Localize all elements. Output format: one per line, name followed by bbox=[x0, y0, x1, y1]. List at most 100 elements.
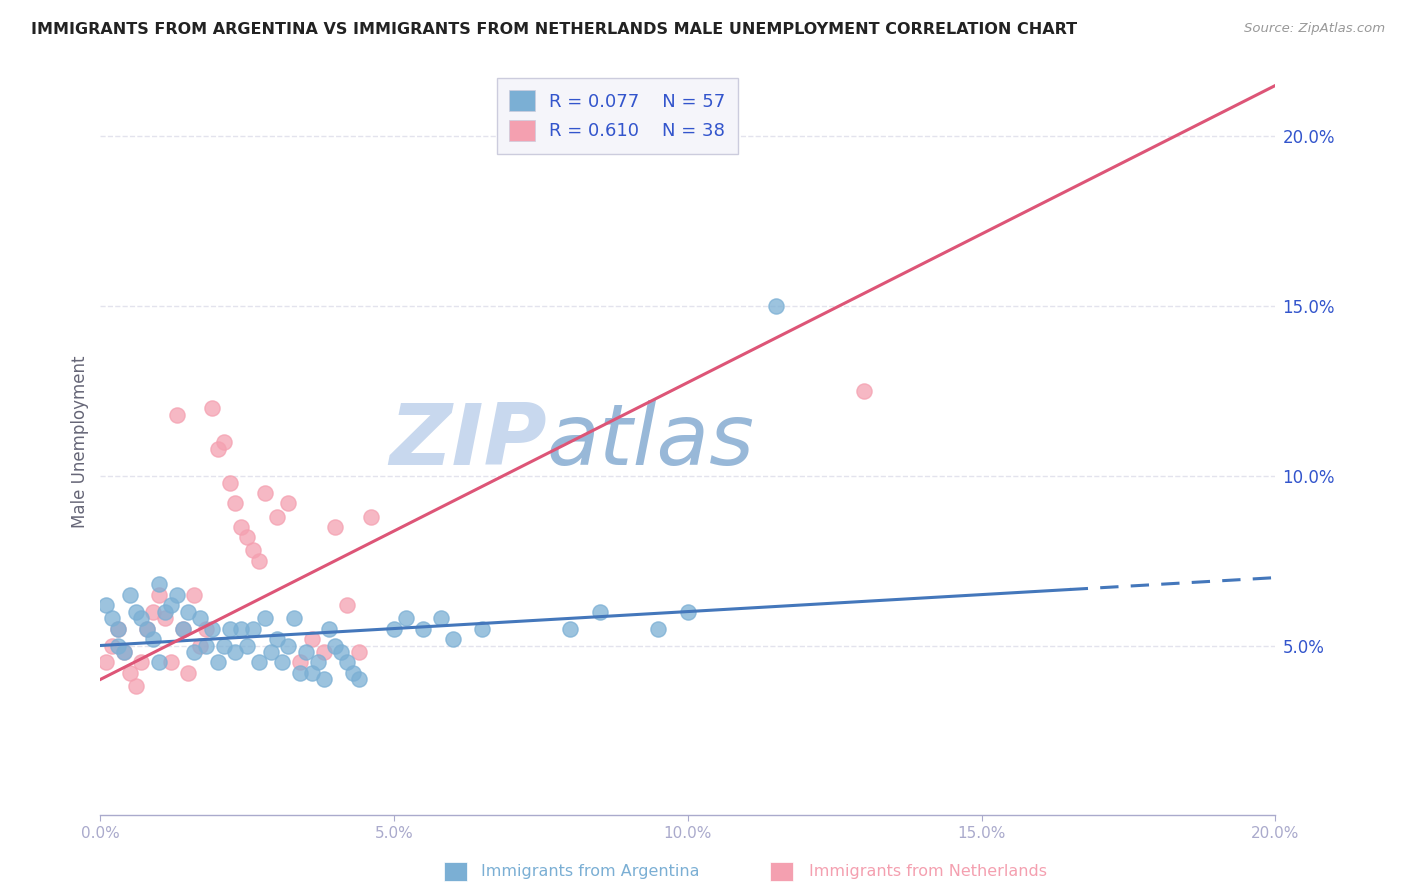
Point bbox=[325, 639, 347, 653]
Text: ZIP: ZIP bbox=[389, 401, 547, 483]
Point bbox=[253, 485, 276, 500]
Point bbox=[107, 622, 129, 636]
Text: atlas: atlas bbox=[547, 401, 755, 483]
Point bbox=[336, 598, 359, 612]
Point bbox=[124, 605, 146, 619]
Point bbox=[148, 588, 170, 602]
Point bbox=[676, 605, 699, 619]
Point bbox=[195, 639, 218, 653]
Point bbox=[172, 622, 194, 636]
Point bbox=[312, 673, 335, 687]
Point bbox=[347, 645, 370, 659]
Point bbox=[647, 622, 669, 636]
Point bbox=[247, 656, 270, 670]
Point bbox=[188, 639, 211, 653]
Point bbox=[136, 622, 159, 636]
Point bbox=[118, 588, 141, 602]
Point bbox=[148, 577, 170, 591]
Point bbox=[177, 605, 200, 619]
Point bbox=[148, 656, 170, 670]
Point bbox=[218, 622, 240, 636]
Point bbox=[183, 645, 205, 659]
Point bbox=[201, 622, 224, 636]
Point bbox=[136, 622, 159, 636]
Text: Immigrants from Argentina: Immigrants from Argentina bbox=[481, 863, 700, 879]
Point bbox=[236, 639, 259, 653]
Point bbox=[560, 622, 582, 636]
Point bbox=[382, 622, 405, 636]
Point bbox=[195, 622, 218, 636]
Point bbox=[395, 611, 418, 625]
Point bbox=[589, 605, 612, 619]
Point bbox=[312, 645, 335, 659]
Point bbox=[96, 598, 118, 612]
Point bbox=[112, 645, 135, 659]
Point bbox=[118, 665, 141, 680]
Point bbox=[765, 299, 787, 313]
Point bbox=[247, 554, 270, 568]
Point bbox=[112, 645, 135, 659]
Point bbox=[242, 543, 264, 558]
Point bbox=[853, 384, 876, 398]
Point bbox=[318, 622, 340, 636]
Point bbox=[212, 639, 235, 653]
Point bbox=[325, 519, 347, 533]
Point bbox=[277, 496, 299, 510]
Point bbox=[101, 639, 124, 653]
Point bbox=[307, 656, 329, 670]
Point bbox=[283, 611, 305, 625]
Point bbox=[166, 588, 188, 602]
Point bbox=[471, 622, 494, 636]
Point bbox=[360, 509, 382, 524]
Point bbox=[212, 434, 235, 449]
Point bbox=[347, 673, 370, 687]
Point bbox=[172, 622, 194, 636]
Point bbox=[124, 679, 146, 693]
Point bbox=[207, 442, 229, 456]
Point bbox=[142, 605, 165, 619]
Point bbox=[131, 656, 153, 670]
Point bbox=[183, 588, 205, 602]
Point bbox=[266, 632, 288, 646]
Point bbox=[160, 598, 183, 612]
Point bbox=[153, 605, 176, 619]
Point bbox=[260, 645, 283, 659]
Point bbox=[441, 632, 464, 646]
Point bbox=[107, 622, 129, 636]
Point bbox=[277, 639, 299, 653]
Point bbox=[166, 408, 188, 422]
Point bbox=[236, 530, 259, 544]
Point bbox=[271, 656, 294, 670]
Point bbox=[266, 509, 288, 524]
Legend: R = 0.077    N = 57, R = 0.610    N = 38: R = 0.077 N = 57, R = 0.610 N = 38 bbox=[496, 78, 738, 153]
Point bbox=[242, 622, 264, 636]
Y-axis label: Male Unemployment: Male Unemployment bbox=[72, 356, 89, 528]
Point bbox=[96, 656, 118, 670]
Text: Immigrants from Netherlands: Immigrants from Netherlands bbox=[808, 863, 1047, 879]
Point bbox=[342, 665, 364, 680]
Point bbox=[177, 665, 200, 680]
Point bbox=[201, 401, 224, 415]
Point bbox=[160, 656, 183, 670]
Point bbox=[336, 656, 359, 670]
Point bbox=[131, 611, 153, 625]
Point bbox=[224, 645, 246, 659]
Point bbox=[107, 639, 129, 653]
Point bbox=[218, 475, 240, 490]
Text: Source: ZipAtlas.com: Source: ZipAtlas.com bbox=[1244, 22, 1385, 36]
Point bbox=[288, 656, 311, 670]
Point bbox=[288, 665, 311, 680]
Point bbox=[224, 496, 246, 510]
Point bbox=[253, 611, 276, 625]
Point bbox=[330, 645, 353, 659]
Point bbox=[295, 645, 318, 659]
Point bbox=[153, 611, 176, 625]
Point bbox=[231, 622, 253, 636]
Point bbox=[430, 611, 453, 625]
Point bbox=[301, 632, 323, 646]
Text: IMMIGRANTS FROM ARGENTINA VS IMMIGRANTS FROM NETHERLANDS MALE UNEMPLOYMENT CORRE: IMMIGRANTS FROM ARGENTINA VS IMMIGRANTS … bbox=[31, 22, 1077, 37]
Point bbox=[188, 611, 211, 625]
Point bbox=[231, 519, 253, 533]
Point bbox=[207, 656, 229, 670]
Point bbox=[412, 622, 434, 636]
